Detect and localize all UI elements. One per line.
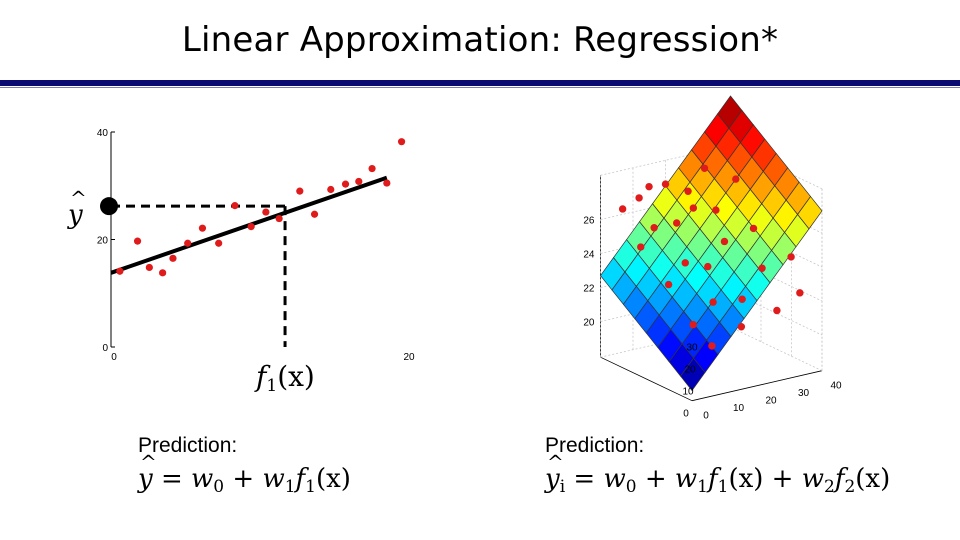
surface-data-point xyxy=(732,175,740,183)
data-point xyxy=(198,224,207,232)
surface-y-tick-label: 10 xyxy=(682,387,694,398)
surface-data-point xyxy=(684,187,692,195)
query-point xyxy=(100,197,118,216)
surface-points xyxy=(618,164,804,350)
surface-z-tick-label: 24 xyxy=(583,250,595,261)
left-y-tick-label: 0 xyxy=(102,343,108,354)
title-underline-thin xyxy=(0,87,960,88)
slide-title: Linear Approximation: Regression* xyxy=(181,20,779,60)
f1-axis-label-sub: 1 xyxy=(266,376,278,396)
surface-data-point xyxy=(749,224,758,233)
surface-data-point xyxy=(737,323,746,331)
surface-axis-line xyxy=(600,356,693,402)
surface-data-point xyxy=(650,224,658,232)
left-y-tick-label: 20 xyxy=(97,236,109,247)
surface-data-point xyxy=(635,194,643,202)
surface-data-point xyxy=(618,205,627,213)
surface-cell xyxy=(680,357,706,392)
data-point xyxy=(169,254,177,262)
surface-data-point xyxy=(700,164,709,172)
surface-x-tick-label: 30 xyxy=(798,388,810,399)
data-point xyxy=(275,214,283,223)
surface-tick-labels: 0 10 20 30 40 0 10 20 30 20 22 24 26 xyxy=(583,216,842,421)
surface-data-point xyxy=(709,298,717,306)
data-point xyxy=(355,177,363,186)
surface-y-tick-label: 20 xyxy=(684,365,696,376)
surface-data-point xyxy=(681,259,689,267)
regression-surface-chart: 0 10 20 30 40 0 10 20 30 20 22 24 26 xyxy=(583,95,842,421)
surface-z-tick-label: 22 xyxy=(583,284,595,295)
surface-data-point xyxy=(673,219,681,227)
surface-data-point xyxy=(704,262,712,271)
f1-axis-label-f: f xyxy=(256,360,267,393)
data-point xyxy=(296,187,304,195)
left-formula: y = w0 + w1f1(x) xyxy=(138,450,351,497)
right-formula: yi = w0 + w1f1(x) + w2f2(x) xyxy=(545,450,890,497)
surface-x-tick-label: 40 xyxy=(830,381,842,392)
surface-data-point xyxy=(712,206,720,214)
left-x-tick-label: 0 xyxy=(111,352,117,363)
y-hat-axis-label: ŷy xyxy=(68,186,86,230)
surface-x-tick-label: 20 xyxy=(765,396,777,407)
surface-data-point xyxy=(738,295,746,303)
f1-axis-label-arg: (x) xyxy=(277,360,315,393)
surface-data-point xyxy=(661,180,670,188)
data-point xyxy=(184,239,192,247)
data-point xyxy=(262,208,270,216)
data-point xyxy=(383,179,391,187)
surface-data-point xyxy=(689,204,698,212)
data-point xyxy=(116,267,124,275)
data-point xyxy=(247,223,255,231)
data-point xyxy=(368,164,376,173)
surface-y-tick-label: 0 xyxy=(683,409,689,420)
right-prediction-label: Prediction: xyxy=(545,434,645,457)
data-point xyxy=(327,185,335,194)
left-guide-lines xyxy=(100,197,287,347)
surface-z-tick-label: 26 xyxy=(583,216,595,227)
surface-data-point xyxy=(645,182,653,191)
regression-scatter-chart: 0 20 40 0 20 xyxy=(97,128,415,363)
left-y-tick-label: 40 xyxy=(97,128,109,139)
data-point xyxy=(341,180,350,188)
data-point xyxy=(215,239,223,247)
left-x-tick-label: 20 xyxy=(403,352,415,363)
data-point xyxy=(231,202,239,210)
data-point xyxy=(397,138,406,146)
surface-y-tick-label: 30 xyxy=(686,343,698,354)
f1-axis-label: f1(x) xyxy=(256,360,315,396)
title-underline xyxy=(0,80,960,86)
surface-data-point xyxy=(758,264,766,272)
surface-x-tick-label: 0 xyxy=(703,411,709,420)
surface-z-tick-label: 20 xyxy=(583,318,595,329)
data-point xyxy=(133,237,142,245)
left-prediction-label: Prediction: xyxy=(138,434,238,457)
data-point xyxy=(159,269,167,277)
surface-axis-line xyxy=(691,370,823,402)
surface-data-point xyxy=(773,306,781,315)
surface-data-point xyxy=(708,342,716,350)
surface-grid-line xyxy=(730,326,823,372)
surface-data-point xyxy=(637,243,645,251)
surface-data-point xyxy=(787,253,795,261)
data-point xyxy=(145,263,153,272)
surface-data-point xyxy=(689,320,697,329)
left-points xyxy=(116,138,406,277)
left-axes: 0 20 40 0 20 xyxy=(97,128,415,363)
surface-data-point xyxy=(664,280,673,289)
surface-x-tick-label: 10 xyxy=(733,403,745,414)
surface-data-point xyxy=(720,237,729,246)
data-point xyxy=(310,210,319,218)
surface-data-point xyxy=(796,289,804,297)
